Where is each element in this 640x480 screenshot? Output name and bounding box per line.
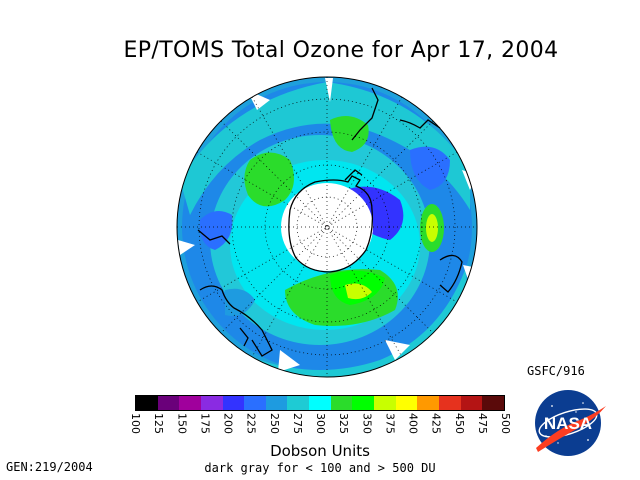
colorbar-tick-label: 425 <box>429 413 443 434</box>
colorbar-swatch <box>244 396 266 410</box>
colorbar-tick-label: 475 <box>475 413 489 434</box>
colorbar-tick-label: 150 <box>175 413 189 434</box>
colorbar-swatch <box>265 396 288 410</box>
colorbar-swatch <box>352 396 375 410</box>
colorbar-swatch <box>309 396 331 410</box>
colorbar-swatch <box>374 396 396 410</box>
colorbar-tick-label: 100 <box>129 413 142 434</box>
colorbar-swatch <box>438 396 461 410</box>
colorbar-tick-label: 325 <box>337 413 351 434</box>
colorbar-swatch <box>395 396 418 410</box>
nasa-meatball-logo: NASA <box>535 390 606 456</box>
colorbar-tick-label: 225 <box>244 413 258 434</box>
nasa-logo-text: NASA <box>544 414 592 433</box>
colorbar-tick-label: 175 <box>198 413 212 434</box>
colorbar-tick-label: 125 <box>152 413 166 434</box>
colorbar-swatch <box>200 396 223 410</box>
colorbar-swatch <box>157 396 180 410</box>
colorbar-tick-label: 275 <box>290 413 304 434</box>
product-code: GSFC/916 <box>527 364 585 378</box>
colorbar-tick-label: 250 <box>267 413 281 434</box>
colorbar-swatch <box>136 396 158 410</box>
colorbar-tick-label: 375 <box>383 413 397 434</box>
colorbar-tick-label: 400 <box>406 413 420 434</box>
colorbar-swatch <box>330 396 353 410</box>
colorbar-swatch <box>222 396 245 410</box>
colorbar-tick-label: 300 <box>314 413 327 434</box>
colorbar-ticks: 100 125 150 175 200 225 250 275 300 325 350 375 400 4… <box>129 413 512 443</box>
ozone-colorbar <box>135 395 505 411</box>
map-title: EP/TOMS Total Ozone for Apr 17, 2004 <box>123 38 559 63</box>
colorbar-swatch <box>179 396 201 410</box>
colorbar-swatch <box>482 396 504 410</box>
colorbar-tick-label: 200 <box>221 413 235 434</box>
generation-stamp: GEN:219/2004 <box>6 460 93 474</box>
colorbar-swatch <box>460 396 483 410</box>
colorbar-tick-label: 350 <box>360 413 374 434</box>
colorbar-tick-label: 500 <box>499 413 512 434</box>
coastlines <box>197 87 463 357</box>
graticule <box>177 77 477 377</box>
colorbar-tick-label: 450 <box>452 413 466 434</box>
colorbar-swatch <box>287 396 310 410</box>
units-label: Dobson Units <box>270 442 370 460</box>
colorbar-swatch <box>417 396 439 410</box>
units-note: dark gray for < 100 and > 500 DU <box>204 461 436 475</box>
